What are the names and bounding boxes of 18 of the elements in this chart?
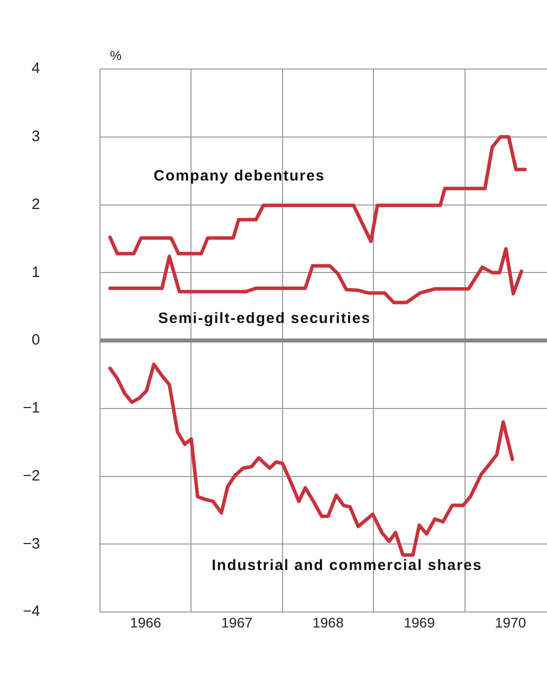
x-tick-label: 1966 xyxy=(130,614,162,630)
series-label: Semi-gilt-edged securities xyxy=(158,310,371,327)
y-axis-title: % xyxy=(110,48,122,64)
y-tick-label: 2 xyxy=(32,196,40,213)
y-tick-label: 4 xyxy=(32,60,40,78)
y-tick-label: −4 xyxy=(22,603,40,620)
y-tick-label: 0 xyxy=(32,332,40,349)
x-tick-label: 1969 xyxy=(404,614,436,630)
text: Industrial and commercial shares xyxy=(212,557,482,574)
x-tick-label: 1967 xyxy=(221,614,253,630)
y-tick-label: −3 xyxy=(22,535,40,552)
series-label: Company debentures xyxy=(154,168,326,185)
x-tick-label: 1970 xyxy=(494,614,526,630)
y-tick-label: −1 xyxy=(22,400,40,417)
y-tick-label: −2 xyxy=(22,467,40,484)
x-tick-label: 1968 xyxy=(312,614,344,630)
y-tick-label: 3 xyxy=(32,128,40,146)
y-tick-label: 1 xyxy=(32,264,40,281)
